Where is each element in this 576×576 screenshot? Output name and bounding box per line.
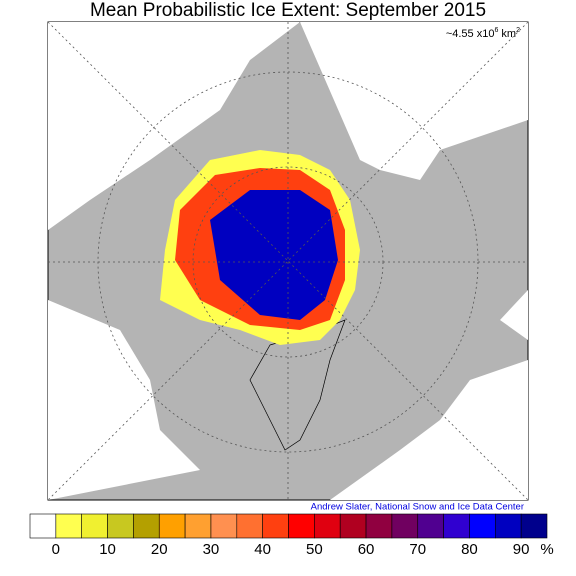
annotation-unit-exp: 2 xyxy=(516,27,520,34)
colorbar-box xyxy=(391,513,419,539)
colorbar-box xyxy=(184,513,212,539)
colorbar-tick-label: 50 xyxy=(306,541,323,558)
colorbar-box xyxy=(133,513,160,539)
colorbar: 0 10 20 30 40 50 60 70 80 90% xyxy=(29,513,554,558)
ice-core xyxy=(210,190,338,320)
annotation-unit: km xyxy=(498,28,516,40)
colorbar-box xyxy=(210,513,238,539)
annotation-text: ~4.55 x10 xyxy=(446,28,495,40)
colorbar-unit: % xyxy=(540,541,553,558)
colorbar-box xyxy=(158,513,186,539)
map-title: Mean Probabilistic Ice Extent: September… xyxy=(90,0,486,21)
colorbar-box xyxy=(520,513,548,539)
colorbar-box xyxy=(314,513,341,539)
extent-annotation: ~4.55 x106 km2 xyxy=(446,27,520,40)
colorbar-box xyxy=(494,513,522,539)
colorbar-tick-label: 30 xyxy=(203,541,220,558)
colorbar-box xyxy=(262,513,289,539)
colorbar-box xyxy=(29,513,57,539)
colorbar-tick-label: 70 xyxy=(409,541,426,558)
colorbar-box xyxy=(417,513,444,539)
colorbar-box xyxy=(55,513,82,539)
graticule xyxy=(47,21,529,501)
colorbar-tick-label: 90 xyxy=(513,541,530,558)
colorbar-tick-label: 80 xyxy=(461,541,478,558)
colorbar-box xyxy=(81,513,108,539)
colorbar-box xyxy=(469,513,496,539)
map: ~4.55 x106 km2 Andrew Slater, National S… xyxy=(47,21,529,513)
annotation-exp: 6 xyxy=(494,27,498,34)
colorbar-box xyxy=(365,513,393,539)
colorbar-tick-label: 60 xyxy=(358,541,375,558)
colorbar-box xyxy=(443,513,470,539)
colorbar-box xyxy=(107,513,134,539)
colorbar-tick-label: 10 xyxy=(99,541,116,558)
colorbar-tick-label: 20 xyxy=(151,541,168,558)
credit: Andrew Slater, National Snow and Ice Dat… xyxy=(311,502,524,513)
colorbar-box xyxy=(236,513,263,539)
colorbar-box xyxy=(339,513,367,539)
ocean xyxy=(48,22,528,500)
colorbar-tick-label: 0 xyxy=(52,541,60,558)
colorbar-box xyxy=(288,513,315,539)
colorbar-tick-label: 40 xyxy=(254,541,271,558)
